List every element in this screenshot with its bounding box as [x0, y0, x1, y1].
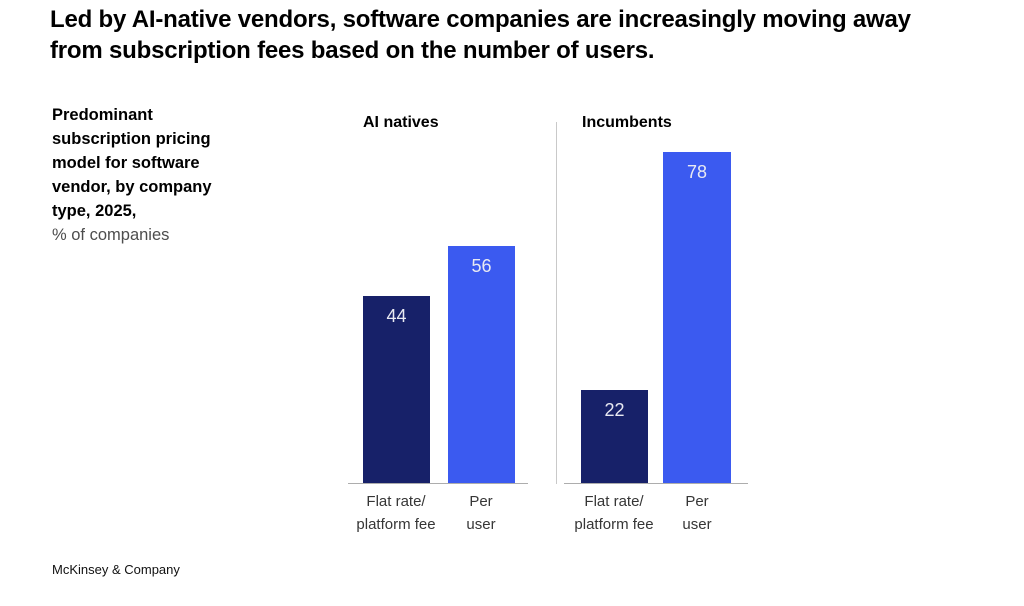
bar-value-label: 22: [604, 400, 625, 420]
title-line-2: from subscription fees based on the numb…: [50, 37, 655, 64]
baseline-ai-natives: [348, 483, 528, 484]
bar-ai-natives-per-user: 56: [448, 246, 515, 483]
bar-value-label: 44: [386, 306, 407, 326]
group-header-ai-natives: AI natives: [363, 114, 439, 131]
baseline-incumbents: [564, 483, 748, 484]
bar-value-label: 56: [471, 256, 492, 276]
brand-footer: McKinsey & Company: [52, 562, 180, 577]
bar-incumbents-flat-rate: 22: [581, 390, 648, 483]
category-label-per-user-inc: Per user: [682, 493, 712, 533]
category-label-per-user-ai: Per user: [466, 493, 496, 533]
title-line-1: Led by AI-native vendors, software compa…: [50, 6, 911, 33]
page-title: Led by AI-native vendors, software compa…: [50, 4, 1010, 66]
bar-value-label: 78: [686, 162, 708, 182]
chart-subtitle-text: Predominant subscription pricing model for…: [52, 106, 212, 220]
group-divider-line: [556, 122, 557, 484]
category-label-flat-rate-inc: Flat rate/platform fee: [574, 493, 654, 533]
bar-ai-natives-flat-rate: 44: [363, 296, 430, 483]
chart-unit-label: % of companies: [52, 226, 170, 244]
bar-incumbents-per-user: 78: [663, 152, 731, 483]
chart-subtitle: Predominant subscription pricing model for…: [52, 103, 262, 247]
group-header-incumbents: Incumbents: [582, 114, 672, 131]
category-label-flat-rate-ai: Flat rate/platform fee: [356, 493, 436, 533]
